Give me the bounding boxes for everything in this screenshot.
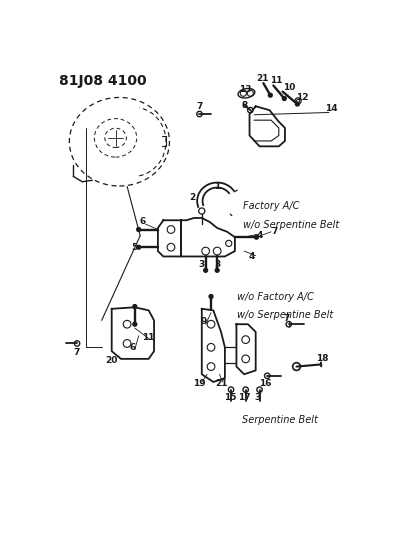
- Text: 21: 21: [256, 74, 269, 83]
- Text: 18: 18: [316, 354, 329, 364]
- Text: w/o Serpentine Belt: w/o Serpentine Belt: [243, 220, 340, 230]
- Text: 20: 20: [106, 356, 118, 365]
- Text: 8: 8: [241, 101, 247, 110]
- Text: Serpentine Belt: Serpentine Belt: [242, 415, 318, 425]
- Text: 3: 3: [255, 393, 261, 402]
- Text: 9: 9: [201, 318, 207, 326]
- Text: 2: 2: [190, 192, 196, 201]
- Text: 6: 6: [139, 217, 146, 227]
- Circle shape: [137, 228, 141, 231]
- Text: 7: 7: [284, 314, 290, 324]
- Text: 19: 19: [193, 379, 206, 388]
- Text: 14: 14: [325, 104, 337, 113]
- Text: 7: 7: [74, 348, 80, 357]
- Text: 12: 12: [296, 93, 308, 102]
- Circle shape: [215, 269, 219, 272]
- Text: 13: 13: [239, 85, 252, 94]
- Circle shape: [254, 235, 258, 239]
- Circle shape: [282, 96, 286, 100]
- Text: 5: 5: [132, 243, 138, 252]
- Circle shape: [209, 295, 213, 298]
- Circle shape: [269, 93, 272, 97]
- Text: 11: 11: [270, 76, 283, 85]
- Text: Factory A/C: Factory A/C: [243, 201, 300, 212]
- Text: 16: 16: [260, 379, 272, 388]
- Text: 3: 3: [214, 261, 220, 269]
- Circle shape: [137, 245, 141, 249]
- Circle shape: [296, 102, 299, 106]
- Text: 7: 7: [196, 102, 202, 111]
- Text: 7: 7: [272, 227, 278, 236]
- Text: 10: 10: [283, 83, 295, 92]
- Text: 15: 15: [224, 393, 237, 402]
- Text: 17: 17: [238, 393, 250, 402]
- Text: 4: 4: [256, 231, 263, 240]
- Text: 81J08 4100: 81J08 4100: [60, 74, 147, 88]
- Text: w/o Factory A/C: w/o Factory A/C: [237, 292, 314, 302]
- Circle shape: [133, 304, 137, 309]
- Text: 1: 1: [214, 182, 220, 191]
- Text: 3: 3: [199, 261, 205, 269]
- Text: 21: 21: [215, 379, 227, 388]
- Circle shape: [133, 322, 137, 326]
- Text: w/o Serpentine Belt: w/o Serpentine Belt: [237, 310, 333, 320]
- Text: 4: 4: [249, 252, 255, 261]
- Text: 6: 6: [129, 343, 136, 352]
- Text: 11: 11: [142, 333, 154, 342]
- Circle shape: [204, 269, 207, 272]
